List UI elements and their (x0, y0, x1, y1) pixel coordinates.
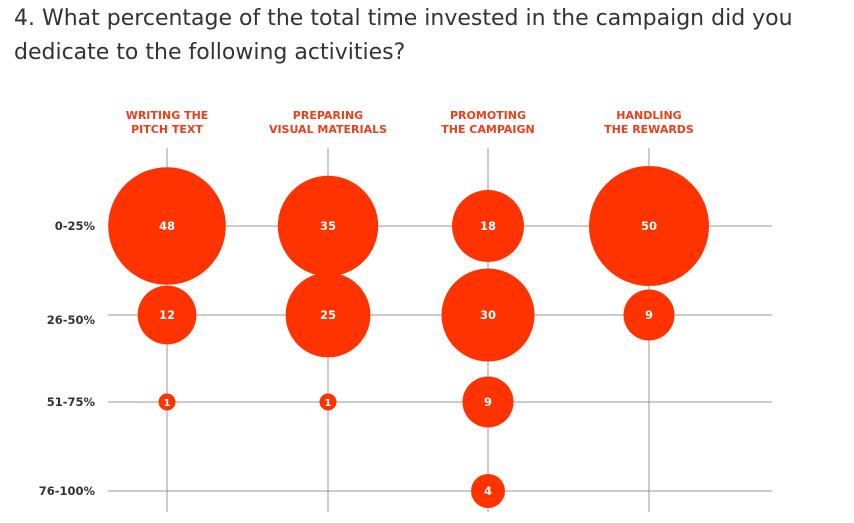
bubble-value-writing-row-3: 1 (164, 398, 171, 409)
bubble-value-visual-row-3: 1 (325, 398, 332, 409)
bubble-value-rewards-row-1: 50 (641, 219, 657, 233)
bubble-promoting-row-3 (462, 376, 514, 428)
bubble-visual-row-2 (285, 272, 371, 358)
column-label-promoting: PROMOTING THE CAMPAIGN (441, 109, 534, 136)
row-label-1: 0-25% (55, 219, 96, 233)
row-label-3: 51-75% (47, 395, 96, 409)
bubble-value-visual-row-2: 25 (320, 308, 336, 322)
row-label-4: 76-100% (39, 484, 96, 498)
bubble-value-promoting-row-3: 9 (484, 395, 492, 409)
column-label-rewards: HANDLING THE REWARDS (604, 109, 694, 136)
bubble-promoting-row-2 (441, 268, 535, 362)
column-label-visual: PREPARING VISUAL MATERIALS (269, 109, 387, 136)
bubble-value-writing-row-1: 48 (159, 219, 175, 233)
question-title: 4. What percentage of the total time inv… (14, 6, 793, 65)
column-label-writing: WRITING THE PITCH TEXT (126, 109, 209, 136)
row-label-2: 26-50% (47, 313, 96, 327)
bubble-value-promoting-row-2: 30 (480, 308, 496, 322)
bubble-writing-row-3 (158, 393, 176, 411)
bubbles: 48 35 18 50 12 25 30 9 1 1 9 4 (108, 166, 709, 508)
bubble-value-promoting-row-1: 18 (480, 219, 496, 233)
bubble-promoting-row-4 (471, 474, 505, 508)
axis-labels: 0-25% 26-50% 51-75% 76-100% WRITING THE PITCH… (39, 109, 694, 498)
bubble-visual-row-3 (319, 393, 337, 411)
bubble-value-visual-row-1: 35 (320, 219, 336, 233)
bubble-rewards-row-2 (623, 289, 675, 341)
bubble-value-writing-row-2: 12 (159, 308, 175, 322)
bubble-writing-row-2 (137, 285, 197, 345)
bubble-promoting-row-1 (452, 190, 524, 262)
bubble-writing-row-1 (108, 167, 226, 285)
bubble-visual-row-1 (277, 175, 379, 277)
bubble-value-promoting-row-4: 4 (484, 484, 492, 498)
bubble-value-rewards-row-2: 9 (645, 308, 653, 322)
bubble-rewards-row-1 (589, 166, 709, 286)
